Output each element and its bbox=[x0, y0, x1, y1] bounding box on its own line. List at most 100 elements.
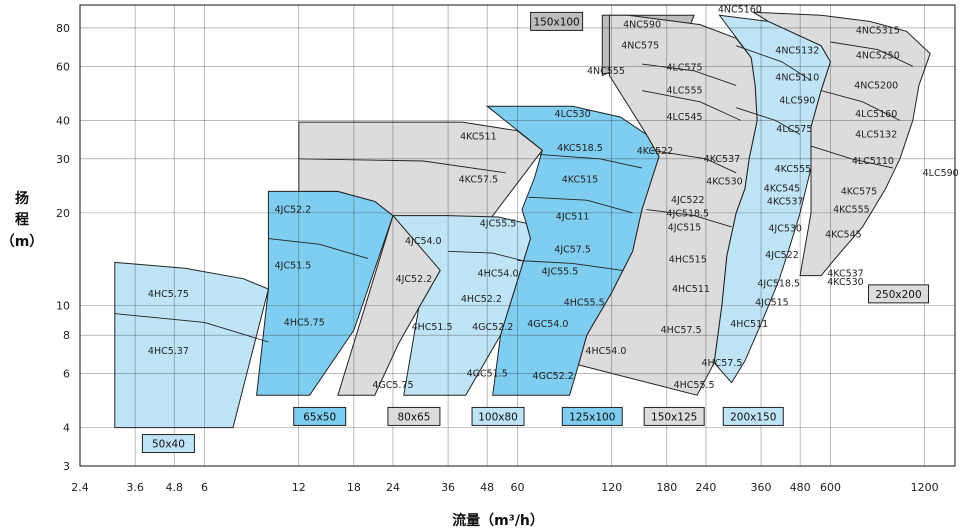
region-label: 4LC5110 bbox=[852, 156, 894, 167]
envelope-divider bbox=[268, 238, 369, 260]
region-label: 4KC530 bbox=[706, 177, 743, 188]
region-label: 4HC55.5 bbox=[564, 298, 605, 309]
x-tick-label: 2.4 bbox=[71, 481, 89, 494]
size-boxes: 50x40 65x50 80x65 100x80 125x100 150x125 200x1… bbox=[141, 284, 930, 454]
envelope-divider bbox=[448, 250, 523, 261]
region-label: 4KC545 bbox=[764, 184, 801, 195]
region-label: 4KC545 bbox=[825, 230, 862, 241]
region-label: 4LC575 bbox=[776, 124, 812, 135]
envelope-divider bbox=[646, 209, 732, 228]
region-labels: 4HC5.75 4HC5.37 4JC52.2 4JC51.5 4HC5.75 4KC51… bbox=[148, 4, 959, 391]
x-tick-label: 60 bbox=[511, 481, 525, 494]
size-box-label: 250x200 bbox=[875, 289, 921, 301]
region-label: 4LC590 bbox=[779, 95, 815, 106]
y-tick-label: 3 bbox=[63, 460, 70, 473]
y-tick-label: 30 bbox=[56, 153, 70, 166]
region-label: 4NC555 bbox=[587, 66, 625, 77]
region-label: 4JC51.5 bbox=[275, 260, 312, 271]
region-label: 4KC518.5 bbox=[557, 143, 603, 154]
region-label: 4KC555 bbox=[775, 164, 812, 175]
region-label: 4JC518.5 bbox=[757, 278, 800, 289]
x-tick-label: 360 bbox=[751, 481, 772, 494]
x-tick-label: 240 bbox=[695, 481, 716, 494]
x-tick-label: 3.6 bbox=[126, 481, 144, 494]
region-label: 4LC575 bbox=[666, 62, 702, 73]
y-tick-label: 20 bbox=[56, 207, 70, 220]
x-axis-title: 流量（m³/h） bbox=[452, 512, 544, 529]
size-box-label: 50x40 bbox=[152, 439, 185, 451]
region-label: 4NC575 bbox=[621, 41, 659, 52]
size-box-label: 150x125 bbox=[651, 411, 697, 423]
envelope-divider bbox=[830, 41, 913, 67]
region-label: 4NC5315 bbox=[856, 25, 900, 36]
region-label: 4KC522 bbox=[637, 146, 674, 157]
region-label: 4JC522 bbox=[765, 250, 799, 261]
envelope-divider bbox=[517, 260, 623, 271]
x-tick-label: 18 bbox=[347, 481, 361, 494]
region-label: 4JC57.5 bbox=[554, 245, 591, 256]
region-label: 4HC57.5 bbox=[661, 325, 702, 336]
size-box bbox=[643, 406, 705, 426]
region-label: 4HC52.2 bbox=[461, 294, 502, 305]
region-label: 4JC515 bbox=[668, 223, 702, 234]
region-label: 4LC590 bbox=[923, 168, 959, 179]
y-tick-label: 4 bbox=[63, 422, 70, 435]
size-box-label: 100x80 bbox=[478, 411, 518, 423]
axes: 2.4 3.6 4.8 6 12 18 24 36 48 60 120 180 240 360 480 600… bbox=[56, 4, 956, 494]
envelope-divider bbox=[298, 158, 506, 174]
size-box bbox=[722, 406, 784, 426]
region-label: 4LC5160 bbox=[855, 109, 897, 120]
size-box bbox=[471, 406, 525, 426]
x-tick-label: 600 bbox=[820, 481, 841, 494]
region-label: 4JC530 bbox=[768, 223, 802, 234]
region-label: 4JC54.0 bbox=[405, 236, 442, 247]
region-label: 4GC52.2 bbox=[472, 322, 513, 333]
region-label: 4JC55.5 bbox=[542, 266, 579, 277]
size-box-label: 200x150 bbox=[730, 411, 776, 423]
region-label: 4HC55.5 bbox=[674, 380, 715, 391]
size-box bbox=[530, 11, 584, 31]
size-box bbox=[868, 284, 930, 304]
region-label: 4KC537 bbox=[827, 268, 864, 279]
region-label: 4JC52.2 bbox=[275, 205, 312, 216]
region-label: 4JC515 bbox=[755, 298, 789, 309]
region-label: 4GC54.0 bbox=[527, 319, 568, 330]
region-label: 4LC555 bbox=[666, 86, 702, 97]
x-tick-label: 180 bbox=[656, 481, 677, 494]
size-box-label: 150x100 bbox=[533, 16, 579, 28]
region-label: 4NC590 bbox=[623, 20, 661, 31]
x-tick-label: 48 bbox=[480, 481, 494, 494]
y-axis-title-3: （m） bbox=[1, 234, 44, 250]
envelope-divider bbox=[820, 90, 901, 121]
envelope-regions bbox=[114, 11, 931, 429]
x-tick-label: 1200 bbox=[911, 481, 939, 494]
y-tick-label: 60 bbox=[56, 60, 70, 73]
y-tick-label: 80 bbox=[56, 22, 70, 35]
region-label: 4NC5132 bbox=[775, 46, 819, 57]
x-tick-label: 4.8 bbox=[165, 481, 183, 494]
envelope-region bbox=[114, 261, 269, 429]
region-label: 4HC54.0 bbox=[585, 346, 626, 357]
region-label: 4HC511 bbox=[730, 319, 768, 330]
region-label: 4NC5200 bbox=[854, 80, 898, 91]
region-label: 4NC5110 bbox=[775, 72, 819, 83]
region-label: 4HC5.37 bbox=[148, 346, 189, 357]
region-label: 4HC51.5 bbox=[412, 322, 453, 333]
size-box bbox=[293, 406, 347, 426]
region-label: 4KC555 bbox=[833, 205, 870, 216]
region-label: 4JC55.5 bbox=[480, 218, 517, 229]
y-tick-label: 40 bbox=[56, 114, 70, 127]
y-tick-label: 10 bbox=[56, 299, 70, 312]
region-label: 4JC511 bbox=[556, 211, 590, 222]
region-label: 4JC518.5 bbox=[666, 209, 709, 220]
y-tick-label: 8 bbox=[63, 329, 70, 342]
region-label: 4HC515 bbox=[669, 255, 707, 266]
size-box-label: 125x100 bbox=[569, 411, 615, 423]
plot-frame bbox=[79, 4, 956, 467]
region-label: 4LC545 bbox=[666, 112, 702, 123]
region-label: 4HC511 bbox=[672, 284, 710, 295]
size-box bbox=[561, 406, 623, 426]
region-label: 4KC515 bbox=[562, 174, 599, 185]
region-label: 4HC54.0 bbox=[478, 268, 519, 279]
